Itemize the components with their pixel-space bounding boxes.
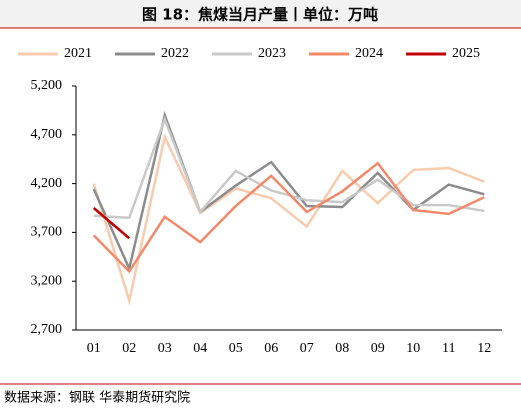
legend-label: 2024 bbox=[355, 46, 383, 61]
y-tick-label: 3,700 bbox=[31, 225, 63, 240]
legend-label: 2022 bbox=[161, 46, 189, 61]
series-line bbox=[92, 132, 485, 306]
x-tick-label: 09 bbox=[371, 341, 385, 356]
x-tick-label: 08 bbox=[335, 341, 349, 356]
legend-label: 2025 bbox=[452, 46, 480, 61]
y-tick-label: 3,200 bbox=[31, 273, 63, 288]
title-band bbox=[0, 0, 521, 28]
x-tick-label: 01 bbox=[87, 341, 101, 356]
series-line bbox=[92, 207, 131, 240]
y-tick-label: 4,200 bbox=[31, 176, 63, 191]
x-tick-label: 05 bbox=[229, 341, 243, 356]
x-tick-label: 10 bbox=[406, 341, 420, 356]
x-tick-label: 06 bbox=[264, 341, 278, 356]
y-tick-label: 2,700 bbox=[31, 322, 63, 337]
y-tick-label: 5,200 bbox=[31, 78, 63, 93]
x-tick-label: 07 bbox=[300, 341, 314, 356]
x-tick-label: 04 bbox=[193, 341, 207, 356]
legend-label: 2023 bbox=[258, 46, 286, 61]
source: 数据来源：钢联 华泰期货研究院 bbox=[4, 390, 190, 406]
y-tick-label: 4,700 bbox=[31, 127, 63, 142]
series-line bbox=[92, 161, 485, 274]
x-tick-label: 03 bbox=[158, 341, 172, 356]
x-tick-label: 02 bbox=[122, 341, 136, 356]
x-tick-label: 11 bbox=[442, 341, 455, 356]
x-tick-label: 12 bbox=[477, 341, 491, 356]
legend-label: 2021 bbox=[64, 46, 92, 61]
chart-title: 图 18：焦煤当月产量丨单位：万吨 bbox=[142, 6, 378, 24]
